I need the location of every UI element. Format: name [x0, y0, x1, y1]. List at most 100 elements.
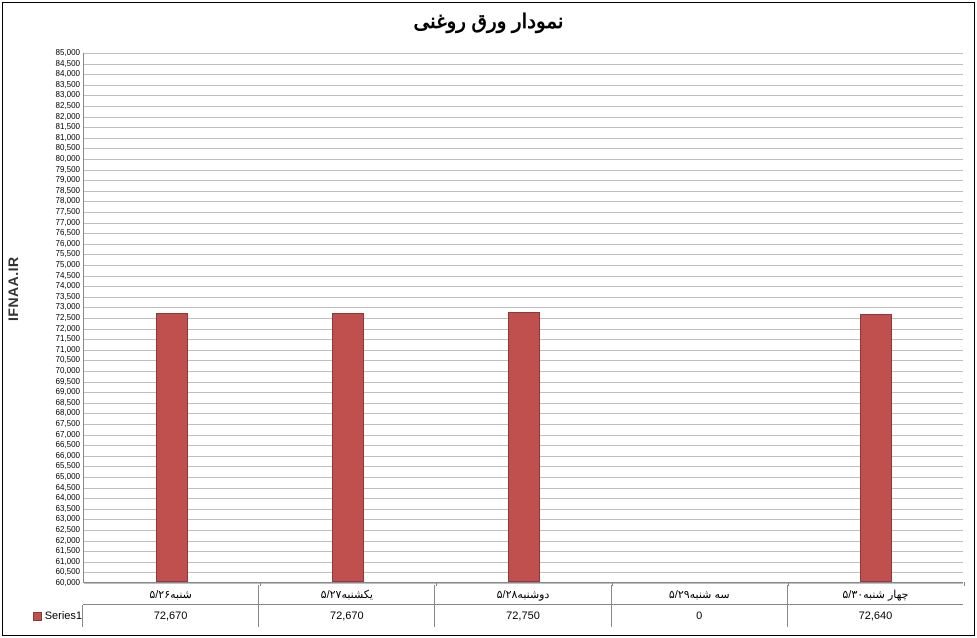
gridline — [84, 138, 963, 139]
y-tick-label: 62,000 — [56, 537, 84, 545]
y-tick-label: 82,000 — [56, 113, 84, 121]
y-tick-label: 64,500 — [56, 484, 84, 492]
gridline — [84, 583, 963, 584]
y-tick-label: 78,000 — [56, 197, 84, 205]
y-tick-label: 76,000 — [56, 240, 84, 248]
y-tick-label: 73,000 — [56, 303, 84, 311]
value-cell: 72,640 — [788, 605, 963, 627]
y-tick-label: 70,500 — [56, 356, 84, 364]
y-tick-label: 63,500 — [56, 505, 84, 513]
series-name: Series1 — [45, 610, 82, 622]
y-tick-label: 77,000 — [56, 219, 84, 227]
gridline — [84, 64, 963, 65]
bar — [156, 313, 188, 582]
gridline — [84, 148, 963, 149]
category-label: یکشنبه۵/۲۷ — [259, 585, 435, 604]
y-tick-label: 74,500 — [56, 272, 84, 280]
y-tick-label: 61,500 — [56, 547, 84, 555]
category-label: دوشنبه۵/۲۸ — [435, 585, 611, 604]
y-tick-label: 77,500 — [56, 208, 84, 216]
bar — [332, 313, 364, 582]
y-tick-label: 66,500 — [56, 441, 84, 449]
category-label: چهار شنبه۵/۳۰ — [788, 585, 963, 604]
y-tick-label: 81,500 — [56, 123, 84, 131]
category-label: سه شنبه۵/۲۹ — [612, 585, 788, 604]
gridline — [84, 127, 963, 128]
y-tick-label: 71,500 — [56, 335, 84, 343]
y-tick-label: 74,000 — [56, 282, 84, 290]
y-tick-label: 73,500 — [56, 293, 84, 301]
y-tick-label: 80,000 — [56, 155, 84, 163]
gridline — [84, 180, 963, 181]
y-tick-label: 68,500 — [56, 399, 84, 407]
y-tick-label: 65,500 — [56, 462, 84, 470]
y-tick-label: 72,000 — [56, 325, 84, 333]
y-tick-label: 75,000 — [56, 261, 84, 269]
chart-container: نمودار ورق روغنی IFNAA.IR 60,00060,50061… — [2, 2, 975, 636]
y-tick-label: 76,500 — [56, 229, 84, 237]
gridline — [84, 265, 963, 266]
y-tick-label: 69,500 — [56, 378, 84, 386]
gridline — [84, 233, 963, 234]
gridline — [84, 159, 963, 160]
category-row: شنبه۵/۲۶یکشنبه۵/۲۷دوشنبه۵/۲۸سه شنبه۵/۲۹چ… — [83, 585, 963, 605]
y-tick-label: 84,500 — [56, 60, 84, 68]
y-tick-label: 80,500 — [56, 144, 84, 152]
y-tick-label: 62,500 — [56, 526, 84, 534]
value-cell: 72,750 — [435, 605, 611, 627]
y-tick-label: 85,000 — [56, 49, 84, 57]
y-tick-label: 67,000 — [56, 431, 84, 439]
gridline — [84, 223, 963, 224]
y-tick-label: 83,500 — [56, 81, 84, 89]
gridline — [84, 212, 963, 213]
y-tick-label: 75,500 — [56, 250, 84, 258]
gridline — [84, 74, 963, 75]
y-tick-label: 79,000 — [56, 176, 84, 184]
value-cell: 0 — [612, 605, 788, 627]
value-cell: 72,670 — [83, 605, 259, 627]
y-tick-label: 71,000 — [56, 346, 84, 354]
y-tick-label: 79,500 — [56, 166, 84, 174]
bar — [860, 314, 892, 582]
y-tick-label: 83,000 — [56, 91, 84, 99]
y-tick-label: 84,000 — [56, 70, 84, 78]
y-tick-label: 66,000 — [56, 452, 84, 460]
y-tick-label: 60,500 — [56, 568, 84, 576]
y-tick-label: 69,000 — [56, 388, 84, 396]
gridline — [84, 53, 963, 54]
category-separator — [964, 582, 965, 586]
category-label: شنبه۵/۲۶ — [83, 585, 259, 604]
gridline — [84, 191, 963, 192]
y-tick-label: 67,500 — [56, 420, 84, 428]
y-tick-label: 68,000 — [56, 409, 84, 417]
y-axis-label: IFNAA.IR — [5, 256, 21, 321]
y-tick-label: 81,000 — [56, 134, 84, 142]
gridline — [84, 170, 963, 171]
gridline — [84, 201, 963, 202]
y-tick-label: 60,000 — [56, 579, 84, 587]
y-tick-label: 61,000 — [56, 558, 84, 566]
gridline — [84, 117, 963, 118]
plot-area: 60,00060,50061,00061,50062,00062,50063,0… — [83, 53, 963, 583]
gridline — [84, 307, 963, 308]
y-tick-label: 78,500 — [56, 187, 84, 195]
gridline — [84, 106, 963, 107]
legend-swatch — [33, 612, 42, 621]
gridline — [84, 244, 963, 245]
gridline — [84, 95, 963, 96]
gridline — [84, 254, 963, 255]
y-tick-label: 63,000 — [56, 515, 84, 523]
gridline — [84, 85, 963, 86]
chart-title: نمودار ورق روغنی — [3, 9, 974, 34]
bar — [508, 312, 540, 582]
y-tick-label: 65,000 — [56, 473, 84, 481]
y-tick-label: 82,500 — [56, 102, 84, 110]
y-tick-label: 72,500 — [56, 314, 84, 322]
y-tick-label: 64,000 — [56, 494, 84, 502]
gridline — [84, 297, 963, 298]
value-cell: 72,670 — [259, 605, 435, 627]
gridline — [84, 276, 963, 277]
gridline — [84, 286, 963, 287]
data-row: Series1 72,67072,67072,750072,640 — [33, 605, 963, 627]
y-tick-label: 70,000 — [56, 367, 84, 375]
